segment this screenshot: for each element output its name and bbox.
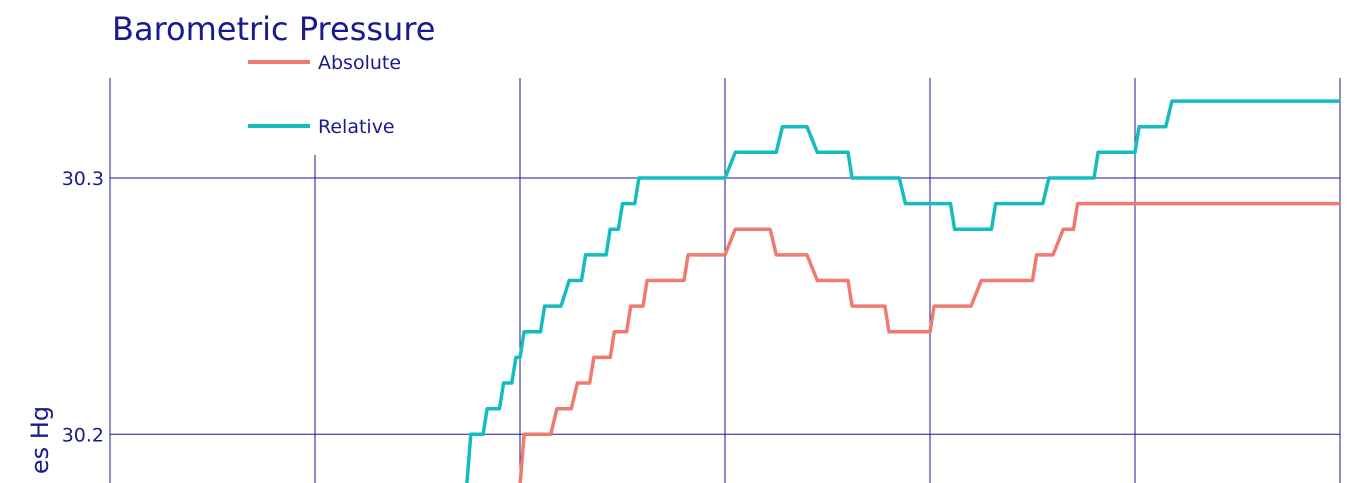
series-line-relative: [465, 99, 1340, 483]
legend: Absolute Relative: [248, 52, 401, 138]
series-lines: [465, 99, 1340, 483]
legend-label-absolute: Absolute: [318, 52, 401, 74]
series-line-absolute: [518, 201, 1340, 483]
y-tick-label: 30.3: [62, 168, 104, 190]
chart-title: Barometric Pressure: [112, 10, 435, 48]
y-tick-labels: 30.2 30.3: [62, 168, 104, 446]
y-axis-label: es Hg: [26, 406, 54, 474]
legend-label-relative: Relative: [318, 116, 395, 138]
gridlines: [109, 78, 1341, 483]
y-tick-label: 30.2: [62, 424, 104, 446]
